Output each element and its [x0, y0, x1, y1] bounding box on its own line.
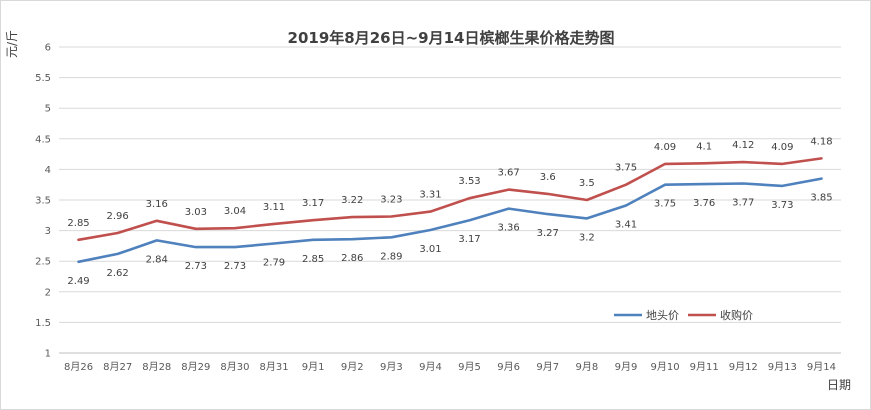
data-label: 3.01	[419, 244, 441, 255]
data-label: 2.62	[107, 268, 129, 279]
data-label: 2.85	[302, 254, 324, 265]
data-label: 3.16	[146, 199, 168, 210]
data-label: 3.03	[185, 207, 207, 218]
data-label: 4.12	[732, 140, 754, 151]
data-label: 3.77	[732, 197, 754, 208]
y-axis-title: 元/斤	[5, 30, 19, 58]
y-tick-label: 6	[45, 43, 51, 54]
x-tick-label: 9月8	[575, 361, 598, 373]
data-label: 3.17	[302, 198, 324, 209]
data-label: 2.96	[107, 211, 129, 222]
series-line-1	[77, 177, 823, 264]
x-tick-label: 9月1	[302, 361, 325, 373]
data-label: 4.1	[696, 141, 712, 152]
data-label: 3.6	[540, 172, 556, 183]
chart-title: 2019年8月26日~9月14日槟榔生果价格走势图	[288, 29, 615, 47]
data-label: 2.73	[224, 261, 246, 272]
data-label: 3.67	[498, 168, 520, 179]
data-label: 4.09	[654, 142, 676, 153]
y-tick-label: 1.5	[35, 318, 51, 329]
data-label: 2.49	[67, 276, 89, 287]
y-tick-label: 3.5	[35, 196, 51, 207]
data-label: 3.5	[579, 178, 595, 189]
data-label: 3.75	[615, 163, 637, 174]
legend: 地头价 收购价	[614, 308, 753, 322]
x-tick-label: 9月14	[807, 361, 836, 373]
data-label: 3.31	[419, 190, 441, 201]
data-label: 3.23	[380, 195, 402, 206]
data-label: 2.85	[67, 218, 89, 229]
data-label: 3.22	[341, 195, 363, 206]
gridlines	[59, 46, 841, 354]
x-tick-label: 9月3	[380, 361, 403, 373]
series-line-2	[77, 157, 823, 242]
x-axis-title: 日期	[827, 378, 851, 392]
data-label: 4.09	[771, 142, 793, 153]
y-tick-label: 5	[45, 104, 51, 115]
y-tick-label: 4.5	[35, 134, 51, 145]
x-tick-label: 8月31	[260, 361, 289, 373]
data-label: 2.84	[146, 254, 168, 265]
y-tick-label: 2	[45, 287, 51, 298]
y-tick-label: 1	[45, 349, 51, 360]
y-tick-label: 5.5	[35, 73, 51, 84]
x-axis-ticks: 8月26 8月27 8月28 8月29 8月30 8月31 9月1 9月2 9月3 9月4 9月5 9…	[64, 361, 836, 373]
y-tick-label: 3	[45, 226, 51, 237]
x-tick-label: 9月12	[729, 361, 758, 373]
data-label: 3.04	[224, 206, 246, 217]
x-tick-label: 9月6	[497, 361, 520, 373]
x-tick-label: 9月13	[768, 361, 797, 373]
x-tick-label: 8月27	[103, 361, 132, 373]
x-tick-label: 9月4	[419, 361, 442, 373]
data-label: 3.73	[771, 200, 793, 211]
legend-label-1: 地头价	[646, 309, 679, 322]
x-tick-label: 8月30	[220, 361, 249, 373]
data-label: 3.53	[458, 176, 480, 187]
x-tick-label: 9月7	[536, 361, 559, 373]
x-tick-label: 9月2	[341, 361, 364, 373]
data-label: 3.11	[263, 202, 285, 213]
data-label: 2.73	[185, 261, 207, 272]
x-tick-label: 9月11	[690, 361, 719, 373]
data-label: 3.17	[458, 234, 480, 245]
data-label: 3.76	[693, 198, 715, 209]
data-label: 3.2	[579, 232, 595, 243]
data-label: 3.75	[654, 199, 676, 210]
data-label: 3.27	[537, 228, 559, 239]
data-label: 3.41	[615, 220, 637, 231]
legend-label-2: 收购价	[720, 308, 753, 322]
y-axis-ticks: 1 1.5 2 2.5 3 3.5 4 4.5 5 5.5 6	[35, 43, 51, 360]
data-label: 4.18	[810, 136, 832, 147]
y-tick-label: 2.5	[35, 257, 51, 268]
data-label: 2.86	[341, 253, 363, 264]
x-tick-label: 9月5	[458, 361, 481, 373]
x-tick-label: 8月29	[181, 361, 210, 373]
data-label: 2.89	[380, 251, 402, 262]
data-label: 3.36	[498, 223, 520, 234]
data-label: 3.85	[810, 193, 832, 204]
x-tick-label: 8月28	[142, 361, 171, 373]
data-label: 2.79	[263, 257, 285, 268]
series-lines	[77, 157, 823, 264]
x-tick-label: 9月9	[615, 361, 638, 373]
data-labels: 2.49 2.62 2.84 2.73 2.73 2.79 2.85 2.86 2.89 3.01…	[67, 136, 832, 286]
y-tick-label: 4	[45, 165, 51, 176]
x-tick-label: 9月10	[651, 361, 680, 373]
x-tick-label: 8月26	[64, 361, 93, 373]
